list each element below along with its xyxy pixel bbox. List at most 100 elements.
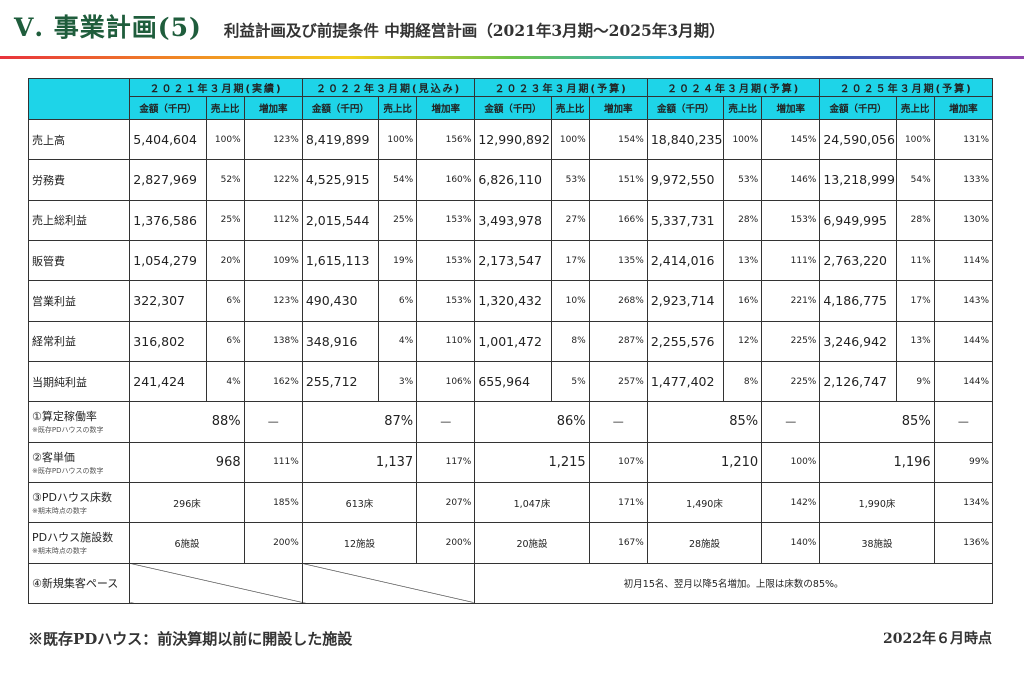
business-plan-table: ２０２１年３月期(実績) ２０２２年３月期(見込み) ２０２３年３月期(予算) ２０２… [27,78,994,605]
kpi-growth: 167% [588,522,648,564]
ratio-cell: 12% [723,320,763,362]
kpi-row: ②客単価 ※既存PDハウスの数字 968 111% 1,137 117% 1,215 107%… [27,441,994,483]
growth-cell: 123% [243,280,303,322]
amount-cell: 316,802 [129,320,207,362]
kpi-value: 968 [129,441,245,483]
growth-cell: 143% [933,280,994,322]
growth-cell: 162% [243,360,303,403]
ratio-cell: 54% [378,159,418,201]
growth-cell: 131% [933,118,994,161]
table-row: 売上総利益 1,376,586 25% 112% 2,015,544 25% 153% 3,4… [27,199,994,241]
amount-cell: 6,826,110 [474,159,552,201]
ratio-cell: 11% [895,239,935,282]
row-label: 売上高 [27,118,131,161]
amount-cell: 2,414,016 [646,239,725,282]
rainbow-divider [0,56,1024,59]
ratio-cell: 28% [723,199,763,241]
growth-cell: 138% [243,320,303,362]
ratio-cell: 6% [205,320,245,362]
pace-row: ④新規集客ペース 初月15名、翌月以降5名増加。上限は床数の85%。 [27,562,993,605]
kpi-growth: — [588,401,648,443]
year-header: ２０２３年３月期(予算) [474,78,648,97]
kpi-growth: 134% [933,481,994,524]
kpi-value: 1,047床 [474,481,590,524]
page-title: Ⅴ. 事業計画(5) [14,13,202,42]
growth-cell: 144% [933,320,994,362]
amount-cell: 6,949,995 [819,199,897,241]
ratio-cell: 100% [378,118,418,161]
pace-note: 初月15名、翌月以降5名増加。上限は床数の85%。 [474,562,993,605]
growth-cell: 154% [588,118,648,161]
ratio-header: 売上比 [723,96,763,120]
kpi-value: 296床 [129,481,245,524]
year-header: ２０２１年３月期(実績) [129,78,303,97]
amount-cell: 9,972,550 [646,159,725,201]
table-row: 労務費 2,827,969 52% 122% 4,525,915 54% 160% 6,826… [27,159,994,201]
kpi-growth: 171% [588,481,648,524]
growth-cell: 153% [416,199,476,241]
ratio-cell: 6% [205,280,245,322]
ratio-cell: 100% [550,118,590,161]
kpi-value: 1,196 [819,441,935,483]
ratio-cell: 8% [550,320,590,362]
growth-cell: 106% [416,360,476,403]
growth-cell: 146% [761,159,821,201]
growth-cell: 153% [761,199,821,241]
kpi-growth: — [933,401,994,443]
growth-cell: 153% [416,280,476,322]
kpi-growth: 117% [416,441,476,483]
kpi-growth: 100% [761,441,821,483]
kpi-label-text: ①算定稼働率 [32,410,97,424]
ratio-cell: 13% [895,320,935,362]
ratio-cell: 9% [895,360,935,403]
growth-cell: 133% [933,159,994,201]
growth-cell: 225% [761,360,821,403]
amount-cell: 2,255,576 [646,320,725,362]
row-label: 売上総利益 [27,199,131,241]
kpi-growth: 140% [761,522,821,564]
footer-date: 2022年６月時点 [883,631,992,647]
amount-cell: 1,320,432 [474,280,552,322]
amount-cell: 2,827,969 [129,159,207,201]
amount-header: 金額（千円） [646,96,725,120]
ratio-cell: 17% [895,280,935,322]
ratio-cell: 54% [895,159,935,201]
row-label: 営業利益 [27,280,131,322]
amount-cell: 1,477,402 [646,360,725,403]
amount-cell: 8,419,899 [301,118,380,161]
growth-header: 増加率 [416,96,476,120]
amount-cell: 4,525,915 [301,159,380,201]
ratio-cell: 25% [378,199,418,241]
kpi-value: 1,490床 [646,481,763,524]
growth-cell: 151% [588,159,648,201]
growth-cell: 122% [243,159,303,201]
ratio-cell: 13% [723,239,763,282]
growth-cell: 257% [588,360,648,403]
kpi-value: 20施設 [474,522,590,564]
kpi-growth: 200% [243,522,303,564]
growth-header: 増加率 [243,96,303,120]
kpi-value: 85% [819,401,935,443]
amount-cell: 5,337,731 [646,199,725,241]
kpi-growth: 200% [416,522,476,564]
kpi-growth: 99% [933,441,994,483]
pace-label: ④新規集客ペース [27,562,131,605]
growth-cell: 135% [588,239,648,282]
pace-empty-2021 [129,562,303,605]
kpi-value: 12施設 [301,522,418,564]
ratio-cell: 17% [550,239,590,282]
growth-cell: 123% [243,118,303,161]
amount-cell: 1,001,472 [474,320,552,362]
kpi-growth: — [243,401,303,443]
kpi-growth: 107% [588,441,648,483]
kpi-row: ①算定稼働率 ※既存PDハウスの数字 88% —87% —86% —85% —85% — [27,401,994,443]
pace-empty-2022 [301,562,476,605]
kpi-row: PDハウス施設数 ※期末時点の数字 6施設 200% 12施設 200% 20施設 167% 2… [27,522,994,564]
row-label: 経常利益 [27,320,131,362]
amount-cell: 24,590,056 [819,118,897,161]
header-corner [27,78,131,120]
ratio-cell: 20% [205,239,245,282]
kpi-growth: 136% [933,522,994,564]
kpi-value: 85% [646,401,763,443]
kpi-value: 613床 [301,481,418,524]
